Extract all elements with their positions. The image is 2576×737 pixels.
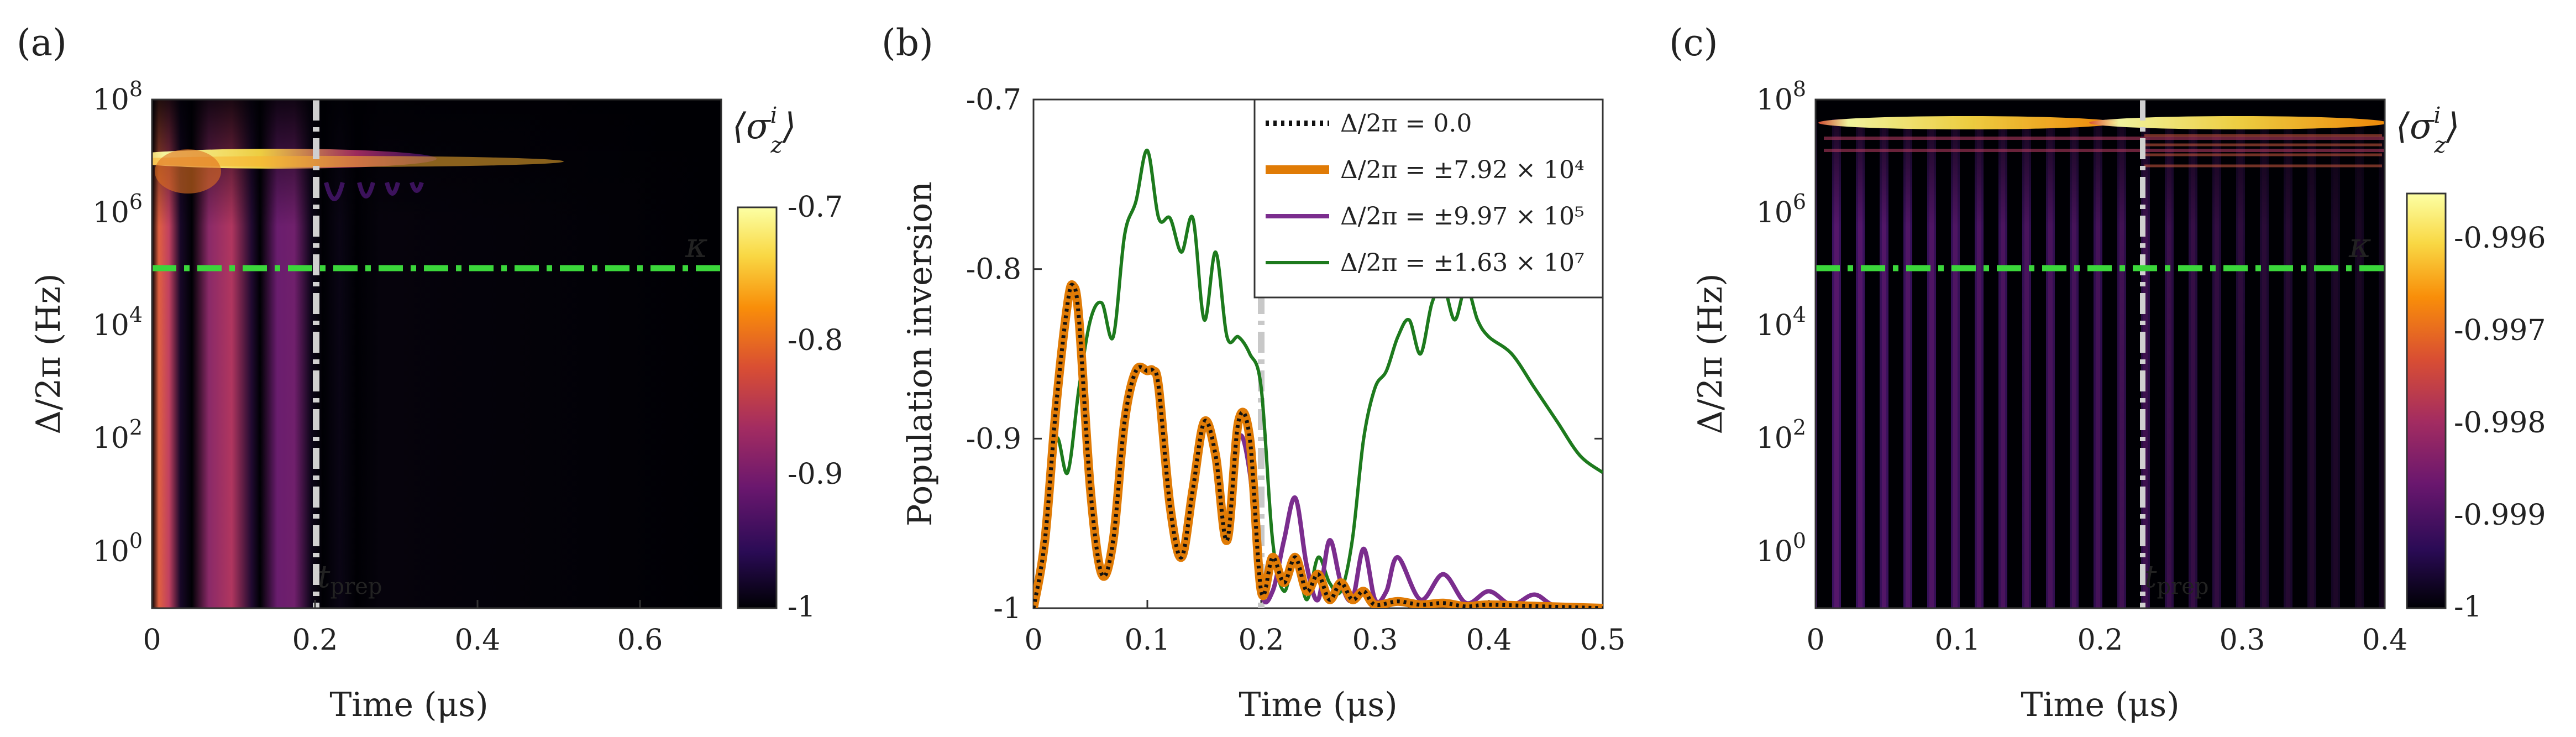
y-axis-label-c: Δ/2π (Hz): [1691, 274, 1730, 435]
x-tick-label: 0.4: [1466, 624, 1512, 657]
x-tick-label: 0.4: [2362, 624, 2408, 657]
colorbar-tick: -0.997: [2454, 314, 2546, 347]
x-tick-label: 0.2: [1239, 624, 1284, 657]
panel-label-c: (c): [1669, 22, 1718, 64]
y-tick-label: -0.7: [966, 83, 1021, 117]
y-tick-label: 102: [93, 415, 143, 455]
colorbar-tick: -0.8: [788, 324, 843, 357]
heatmap-a: [152, 100, 721, 608]
y-tick-label: -0.8: [966, 253, 1021, 286]
x-tick-label: 0.3: [1352, 624, 1398, 657]
x-tick-label: 0.1: [1125, 624, 1171, 657]
colorbar-a: [737, 206, 778, 609]
x-axis-label-a: Time (μs): [329, 686, 488, 724]
panel-label-a: (a): [17, 22, 67, 64]
y-tick-label: 104: [93, 302, 143, 342]
y-axis-label-b: Population inversion: [901, 181, 940, 526]
y-tick-label: -1: [993, 592, 1021, 625]
y-axis-label-a: Δ/2π (Hz): [29, 274, 68, 435]
x-tick-label: 0.5: [1580, 624, 1626, 657]
panel-b: (b) 0 0.1 0.2 0.3 0.4 0.5 -0.7 -0.8 -0.9 -1 Time …: [882, 22, 1625, 724]
x-ticks-a: 0 0.2 0.4 0.6: [143, 600, 663, 657]
y-tick-label: 108: [1756, 77, 1806, 117]
colorbar-tick: -0.9: [788, 458, 843, 491]
y-tick-label: -0.9: [966, 422, 1021, 456]
legend-b: Δ/2π = 0.0 Δ/2π = ±7.92 × 10⁴ Δ/2π = ±9.…: [1253, 98, 1604, 299]
legend-entry: Δ/2π = ±1.63 × 10⁷: [1340, 249, 1585, 277]
x-tick-label: 0: [1024, 624, 1042, 657]
axes-frame-c: [1814, 98, 2386, 609]
colorbar-c: [2406, 192, 2447, 609]
legend-entry: Δ/2π = 0.0: [1340, 109, 1472, 138]
colorbar-tick: -0.999: [2454, 499, 2546, 532]
x-tick-label: 0.2: [292, 624, 338, 657]
x-tick-label: 0: [1806, 624, 1824, 657]
y-tick-label: 102: [1756, 415, 1806, 455]
colorbar-tick: -1: [788, 590, 816, 624]
panel-c: (c) κ tprep 0 0.1 0.2 0.3 0.4 100 102 10…: [1669, 22, 2546, 724]
y-tick-label: 100: [93, 529, 143, 568]
y-ticks-c: 100 102 104 106 108: [1756, 77, 1806, 568]
y-tick-label: 106: [93, 190, 143, 229]
kappa-label-c: κ: [2348, 225, 2372, 265]
y-tick-label: 104: [1756, 302, 1806, 342]
x-axis-label-c: Time (μs): [2021, 686, 2179, 724]
heatmap-c: [1816, 100, 2385, 608]
colorbar-tick: -0.996: [2454, 222, 2546, 255]
panel-a: (a) κ tprep 0 0.2 0.4 0.6 1: [17, 22, 843, 724]
y-ticks-a: 100 102 104 106 108: [93, 77, 143, 568]
axes-frame-a: [151, 98, 722, 609]
panel-label-b: (b): [882, 22, 933, 64]
x-axis-label-b: Time (μs): [1239, 686, 1397, 724]
x-ticks-c: 0 0.1 0.2 0.3 0.4: [1806, 624, 2407, 657]
colorbar-title-a: ⟨σi z⟩: [732, 103, 796, 158]
y-tick-label: 106: [1756, 190, 1806, 229]
legend-entry: Δ/2π = ±9.97 × 10⁵: [1340, 202, 1585, 231]
series-line-1: [1033, 280, 1603, 608]
y-tick-label: 108: [93, 77, 143, 117]
x-tick-label: 0.2: [2077, 624, 2123, 657]
legend-entry: Δ/2π = ±7.92 × 10⁴: [1340, 156, 1585, 184]
kappa-label-a: κ: [685, 225, 708, 265]
x-tick-label: 0.4: [455, 624, 501, 657]
y-tick-label: 100: [1756, 529, 1806, 568]
colorbar-tick: -0.7: [788, 191, 843, 224]
x-tick-label: 0.3: [2220, 624, 2265, 657]
x-tick-label: 0.1: [1935, 624, 1981, 657]
colorbar-tick: -1: [2454, 590, 2482, 624]
x-tick-label: 0.6: [617, 624, 663, 657]
colorbar-tick: -0.998: [2454, 406, 2546, 440]
x-tick-label: 0: [143, 624, 161, 657]
ticks-b: 0 0.1 0.2 0.3 0.4 0.5 -0.7 -0.8 -0.9 -1: [966, 83, 1626, 657]
colorbar-title-c: ⟨σi z⟩: [2396, 103, 2460, 158]
